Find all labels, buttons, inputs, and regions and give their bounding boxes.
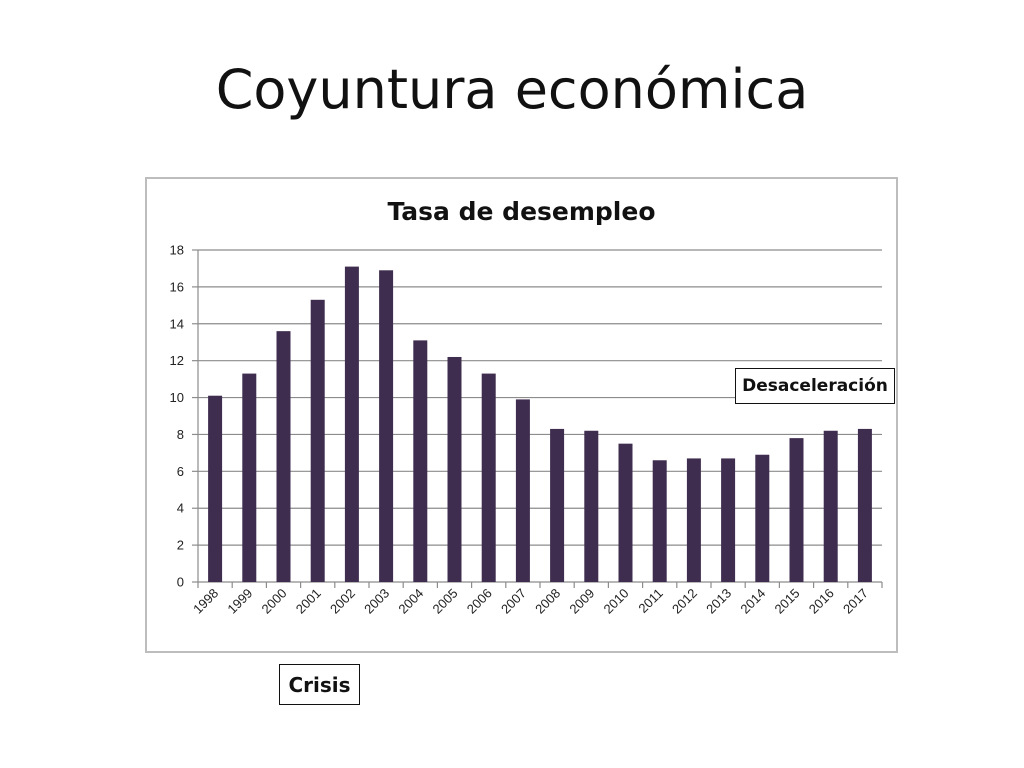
bar-2012 (686, 458, 701, 582)
bar-2009 (584, 430, 599, 582)
x-tick-label: 2009 (566, 586, 597, 617)
x-tick-label: 1998 (190, 586, 221, 617)
annotation-crisis: Crisis (279, 664, 360, 705)
y-tick-label: 16 (170, 279, 184, 294)
y-tick-label: 8 (177, 427, 184, 442)
x-tick-label: 2005 (430, 586, 461, 617)
x-tick-label: 2008 (532, 586, 563, 617)
y-tick-label: 12 (170, 353, 184, 368)
x-tick-label: 2014 (737, 586, 768, 617)
x-tick-label: 2002 (327, 586, 358, 617)
y-tick-label: 10 (170, 390, 184, 405)
bar-2004 (413, 340, 428, 582)
bar-chart: 0 2 4 6 8 10 12 14 16 18 1998 1999 2000 2001 2002 2003… (170, 243, 883, 617)
x-tick-label: 2015 (772, 586, 803, 617)
bar-2017 (857, 428, 872, 582)
bar-1999 (242, 373, 257, 582)
x-tick-label: 2006 (464, 586, 495, 617)
chart-title: Tasa de desempleo (387, 197, 656, 226)
y-tick-label: 6 (177, 464, 184, 479)
x-tick-label: 2011 (635, 586, 665, 616)
x-tick-label: 2000 (259, 586, 290, 617)
y-tick-label: 2 (177, 538, 184, 553)
x-tick-label: 2004 (395, 586, 426, 617)
x-tick-label: 2016 (806, 586, 837, 617)
bar-2016 (823, 430, 838, 582)
x-tick-label: 2012 (669, 586, 700, 617)
y-tick-label: 14 (170, 316, 184, 331)
annotation-desaceleracion: Desaceleración (735, 368, 895, 404)
bar-2015 (789, 438, 804, 582)
x-tick-label: 2017 (840, 586, 871, 617)
bar-2005 (447, 356, 462, 582)
bar-2007 (515, 399, 530, 582)
slide-title: Coyuntura económica (215, 58, 809, 121)
chart-frame: Tasa de desempleo 0 2 4 6 8 10 12 14 16 18 1998 19… (145, 177, 898, 653)
bar-1998 (208, 395, 223, 582)
x-tick-label: 2001 (293, 586, 324, 617)
bar-2011 (652, 460, 667, 582)
bar-2013 (721, 458, 736, 582)
x-tick-label: 2007 (498, 586, 529, 617)
bar-2008 (550, 428, 565, 582)
x-tick-label: 2013 (703, 586, 734, 617)
x-tick-label: 2003 (361, 586, 392, 617)
bar-2002 (344, 266, 359, 582)
bar-2014 (755, 454, 770, 582)
x-tick-label: 1999 (224, 586, 255, 617)
y-tick-label: 0 (177, 575, 184, 590)
bar-2006 (481, 373, 496, 582)
bar-2010 (618, 443, 633, 582)
x-tick-label: 2010 (601, 586, 632, 617)
bar-2000 (276, 331, 291, 582)
y-tick-label: 4 (177, 501, 184, 516)
bar-2001 (310, 299, 325, 582)
y-tick-label: 18 (170, 243, 184, 258)
bar-2003 (379, 270, 394, 582)
